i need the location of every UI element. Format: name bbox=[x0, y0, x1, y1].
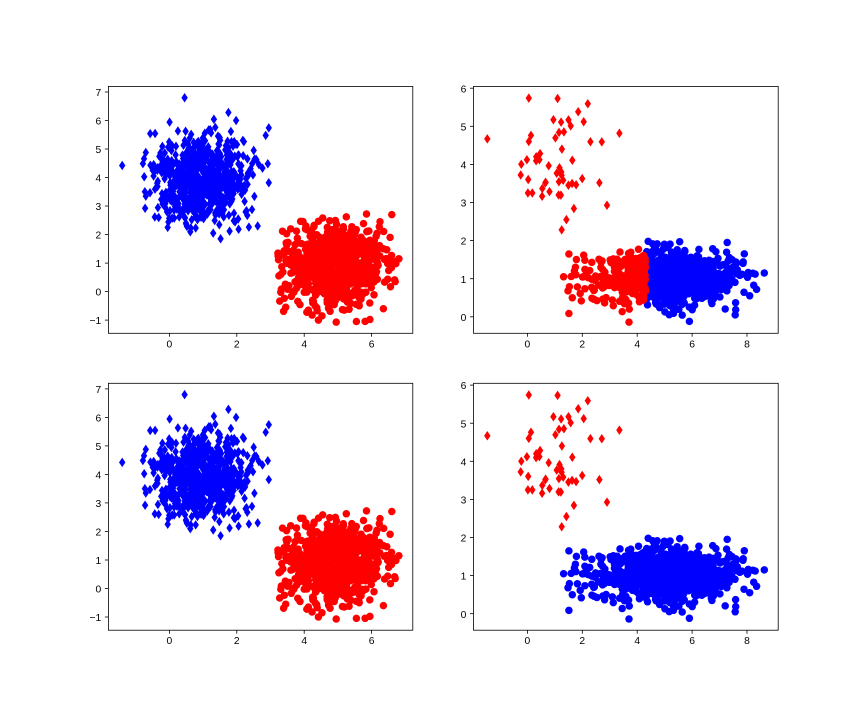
svg-text:1: 1 bbox=[95, 556, 101, 567]
svg-text:−1: −1 bbox=[89, 316, 101, 327]
svg-text:7: 7 bbox=[95, 385, 101, 396]
svg-text:4: 4 bbox=[461, 457, 467, 468]
svg-text:0: 0 bbox=[167, 636, 173, 647]
svg-text:6: 6 bbox=[95, 117, 101, 128]
svg-text:0: 0 bbox=[525, 339, 531, 350]
svg-text:4: 4 bbox=[301, 339, 307, 350]
svg-text:5: 5 bbox=[461, 122, 467, 133]
svg-text:7: 7 bbox=[95, 88, 101, 99]
svg-text:0: 0 bbox=[525, 636, 531, 647]
svg-text:−1: −1 bbox=[89, 613, 101, 624]
svg-text:2: 2 bbox=[234, 636, 240, 647]
svg-text:0: 0 bbox=[95, 585, 101, 596]
svg-text:2: 2 bbox=[234, 339, 240, 350]
svg-text:1: 1 bbox=[461, 275, 467, 286]
svg-text:6: 6 bbox=[369, 339, 375, 350]
svg-text:0: 0 bbox=[461, 610, 467, 621]
svg-text:5: 5 bbox=[461, 419, 467, 430]
svg-text:0: 0 bbox=[95, 288, 101, 299]
svg-text:3: 3 bbox=[95, 499, 101, 510]
svg-text:5: 5 bbox=[95, 145, 101, 156]
svg-text:4: 4 bbox=[301, 636, 307, 647]
svg-text:6: 6 bbox=[461, 381, 467, 392]
svg-text:4: 4 bbox=[95, 174, 101, 185]
svg-text:2: 2 bbox=[461, 237, 467, 248]
svg-text:0: 0 bbox=[167, 339, 173, 350]
svg-text:8: 8 bbox=[744, 636, 750, 647]
svg-text:4: 4 bbox=[461, 161, 467, 172]
svg-text:1: 1 bbox=[95, 259, 101, 270]
svg-text:5: 5 bbox=[95, 442, 101, 453]
svg-text:3: 3 bbox=[461, 199, 467, 210]
svg-text:4: 4 bbox=[634, 339, 640, 350]
svg-text:4: 4 bbox=[634, 636, 640, 647]
svg-text:6: 6 bbox=[369, 636, 375, 647]
svg-text:2: 2 bbox=[95, 231, 101, 242]
svg-text:6: 6 bbox=[689, 339, 695, 350]
svg-text:2: 2 bbox=[95, 528, 101, 539]
svg-text:3: 3 bbox=[461, 496, 467, 507]
svg-text:3: 3 bbox=[95, 202, 101, 213]
svg-text:8: 8 bbox=[744, 339, 750, 350]
svg-text:4: 4 bbox=[95, 471, 101, 482]
svg-text:2: 2 bbox=[579, 339, 585, 350]
svg-text:2: 2 bbox=[461, 534, 467, 545]
svg-text:6: 6 bbox=[95, 414, 101, 425]
svg-text:1: 1 bbox=[461, 572, 467, 583]
svg-text:6: 6 bbox=[689, 636, 695, 647]
svg-text:2: 2 bbox=[579, 636, 585, 647]
svg-text:0: 0 bbox=[461, 313, 467, 324]
svg-text:6: 6 bbox=[461, 84, 467, 95]
